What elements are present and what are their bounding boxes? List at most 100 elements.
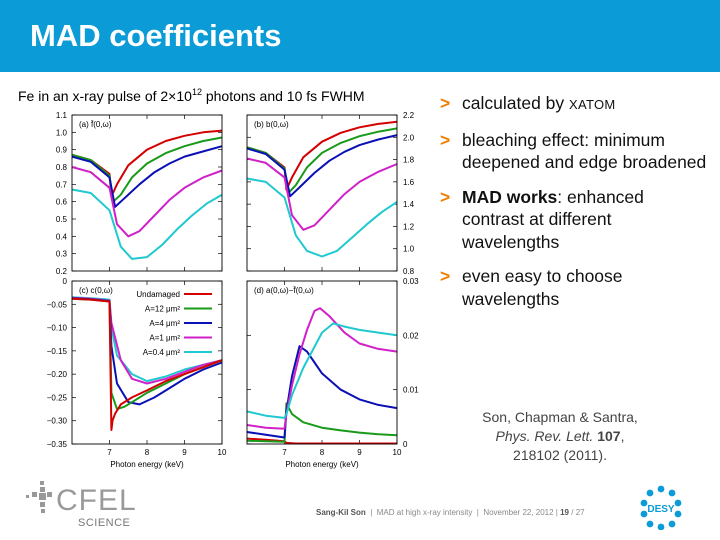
reference-journal-line: Phys. Rev. Lett. 107, [495, 428, 625, 444]
series-line-a12 [246, 402, 398, 443]
bullet-list: > calculated by XATOM > bleaching effect: m… [440, 92, 710, 322]
footer-author: Sang-Kil Son [316, 508, 366, 517]
bullet-item: > even easy to choose wavelengths [440, 265, 710, 310]
bullet-marker-icon: > [440, 266, 451, 286]
y-tick-label: −0.35 [47, 440, 68, 449]
reference-authors: Son, Chapman & Santra, [482, 409, 638, 425]
legend-label: Undamaged [136, 290, 180, 299]
y-tick-label: 2.0 [403, 133, 415, 142]
bullet-item: > MAD works: enhanced contrast at differe… [440, 186, 710, 254]
y-tick-label: −0.20 [47, 370, 68, 379]
panel-label: (d) a(0,ω)−f̄(0,ω) [254, 286, 314, 295]
series-line-a1 [71, 166, 223, 238]
bullet-text: bleaching effect: minimum deepened and e… [462, 129, 707, 173]
y-tick-label: 0.4 [56, 232, 68, 241]
y-tick-label: 0 [63, 277, 68, 286]
y-tick-label: −0.05 [47, 300, 68, 309]
footer-date: November 22, 2012 [483, 508, 554, 517]
chart-panel-1: 0.2 0.3 0.4 0.5 0.6 0.7 0.8 0.9 1.0 1.1 (a) f̄(0,ω… [56, 111, 223, 276]
bullet-text: : enhanced contrast at different wavelen… [462, 186, 644, 252]
y-tick-label: 1.1 [56, 111, 68, 120]
series-line-a1 [246, 307, 398, 430]
series-line-a4 [246, 345, 398, 439]
footer-page: 19 [560, 508, 570, 517]
legend-label: A=1 μm² [149, 334, 180, 343]
chart-panel-4: 7 8 9 100 0.01 0.02 0.03 (d) a(0,ω)−f̄(0,ω) Phot… [246, 277, 419, 469]
legend-label: A=4 μm² [149, 319, 180, 328]
series-line-a12 [71, 136, 223, 203]
cfel-science: SCIENCE [78, 517, 130, 529]
bullet-text: XATOM [569, 97, 616, 112]
x-tick-label: 9 [357, 448, 362, 457]
bullet-item: > calculated by XATOM [440, 92, 710, 117]
y-tick-label: 0.5 [56, 215, 68, 224]
footer-total: / 27 [571, 508, 585, 517]
mad-coefficient-charts: 0.2 0.3 0.4 0.5 0.6 0.7 0.8 0.9 1.0 1.1 (a) f̄(0,ω… [47, 111, 419, 469]
y-tick-label: 1.0 [403, 245, 415, 254]
y-tick-label: −0.15 [47, 347, 68, 356]
panel-label: (b) b(0,ω) [254, 120, 289, 129]
y-tick-label: −0.25 [47, 393, 68, 402]
y-tick-label: 0.02 [403, 331, 419, 340]
series-line-a04 [246, 177, 398, 258]
reference-pages: 218102 (2011). [513, 447, 607, 463]
cfel-logo: CFEL SCIENCE [26, 481, 137, 529]
bullet-item: > bleaching effect: minimum deepened and … [440, 129, 710, 174]
chart-panel-2: 0.8 1.0 1.2 1.4 1.6 1.8 2.0 2.2 (b) b(0,ω) [246, 111, 415, 276]
bullet-marker-icon: > [440, 129, 451, 150]
x-tick-label: 8 [145, 448, 150, 457]
bullet-marker-icon: > [440, 93, 451, 113]
figure-caption: Fe in an x-ray pulse of 2×1012 photons a… [18, 87, 365, 104]
bullet-marker-icon: > [440, 186, 451, 207]
y-tick-label: 1.0 [56, 128, 68, 137]
y-tick-label: 0.9 [56, 146, 68, 155]
series-line-undamaged [246, 437, 397, 445]
x-tick-label: 10 [393, 448, 402, 457]
y-tick-label: 0.8 [403, 267, 415, 276]
chart-panel-3: 7 8 9 10 −0.35 −0.30 −0.25 −0.20 −0.15 −0.10 −0.05… [47, 277, 227, 469]
plot-frame [246, 114, 398, 272]
y-tick-label: 1.4 [403, 200, 415, 209]
y-tick-label: 0.7 [56, 180, 68, 189]
x-axis-label: Photon energy (keV) [110, 460, 184, 469]
x-tick-label: 8 [320, 448, 325, 457]
series-line-a04 [71, 188, 223, 260]
x-tick-label: 7 [107, 448, 112, 457]
x-tick-label: 9 [182, 448, 187, 457]
y-tick-label: 1.8 [403, 156, 415, 165]
legend-label: A=0.4 μm² [143, 348, 181, 357]
series-line-a12 [246, 127, 398, 194]
y-tick-label: −0.30 [47, 417, 68, 426]
y-tick-label: 0.6 [56, 198, 68, 207]
panel-label: (c) c(0,ω) [79, 286, 113, 295]
cfel-dots-icon [26, 481, 52, 513]
y-tick-label: 2.2 [403, 111, 415, 120]
series-line-a4 [71, 145, 223, 208]
series-line-a4 [246, 134, 398, 198]
desy-wordmark: DESY [647, 504, 675, 515]
plot-frame [246, 280, 398, 445]
y-tick-label: 0.03 [403, 277, 419, 286]
desy-logo: DESY [640, 485, 682, 530]
cfel-wordmark: CFEL [56, 484, 137, 517]
x-axis-label: Photon energy (keV) [285, 460, 359, 469]
caption-suffix: photons and 10 fs FWHM [201, 88, 365, 104]
y-tick-label: 1.2 [403, 222, 415, 231]
bullet-text: MAD works [462, 186, 558, 207]
reference-volume: 107 [597, 428, 621, 444]
footer: Sang-Kil Son | MAD at high x-ray intensi… [316, 508, 585, 517]
footer-talk: MAD at high x-ray intensity [376, 508, 473, 517]
reference: Son, Chapman & Santra, Phys. Rev. Lett. … [450, 408, 670, 465]
plot-frame [71, 114, 223, 272]
legend-label: A=12 μm² [145, 305, 180, 314]
bullet-text: calculated by [462, 93, 570, 113]
plot-frame [71, 280, 223, 445]
y-tick-label: 0.8 [56, 163, 68, 172]
bullet-text: even easy to choose wavelengths [462, 266, 623, 309]
y-tick-label: 1.6 [403, 178, 415, 187]
y-tick-label: 0 [403, 440, 408, 449]
series-line-a04 [246, 322, 398, 419]
caption-exponent: 12 [191, 87, 202, 97]
desy-circles-icon [640, 485, 682, 530]
series-line-a1 [246, 157, 398, 231]
